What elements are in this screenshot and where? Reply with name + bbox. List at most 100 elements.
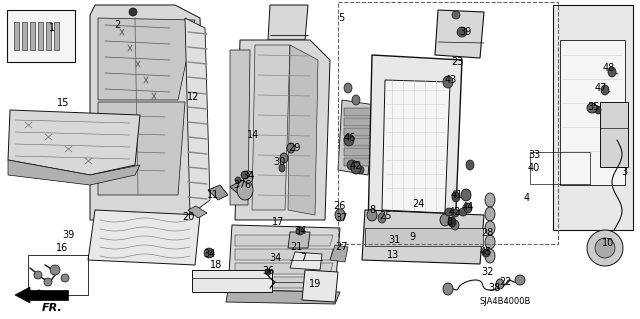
Text: 10: 10 [602,238,614,248]
Ellipse shape [367,209,377,221]
Bar [344,118,372,126]
Text: 39: 39 [459,27,471,37]
Ellipse shape [461,189,471,201]
Ellipse shape [296,227,304,235]
Polygon shape [8,110,140,175]
Text: FR.: FR. [42,303,62,313]
Text: 25: 25 [379,211,391,221]
Ellipse shape [587,230,623,266]
Text: 11: 11 [207,190,219,200]
Bar [365,228,483,246]
Ellipse shape [459,208,467,216]
Bar [30,22,35,50]
Bar [344,108,372,116]
Text: 47: 47 [595,83,607,93]
Ellipse shape [496,279,504,289]
Text: 16: 16 [56,243,68,253]
Text: 32: 32 [481,267,493,277]
Text: 48: 48 [603,63,615,73]
Text: 28: 28 [481,228,493,238]
Ellipse shape [352,95,360,105]
Bar [22,22,27,50]
Bar [14,22,19,50]
Ellipse shape [595,238,615,258]
Text: 6: 6 [244,180,250,190]
Ellipse shape [443,76,453,88]
Bar [344,158,372,166]
Text: 34: 34 [294,226,306,236]
Ellipse shape [485,221,495,235]
Text: 42: 42 [449,207,461,217]
Polygon shape [230,182,250,197]
Polygon shape [330,245,348,262]
Ellipse shape [485,193,495,207]
Text: 8: 8 [369,205,375,215]
Ellipse shape [587,103,597,113]
Text: 40: 40 [528,163,540,173]
Text: 17: 17 [272,217,284,227]
Text: 21: 21 [290,242,302,252]
Text: 14: 14 [247,130,259,140]
Polygon shape [228,225,340,292]
Polygon shape [25,290,68,300]
Text: 5: 5 [338,13,344,23]
Bar [46,22,51,50]
Ellipse shape [351,162,361,174]
Text: 34: 34 [203,249,215,259]
Polygon shape [235,263,333,274]
Ellipse shape [451,209,459,217]
Polygon shape [368,55,462,235]
Text: 26: 26 [333,201,345,211]
Bar [344,148,372,156]
Ellipse shape [237,180,253,200]
Text: 39: 39 [62,230,74,240]
Text: 45: 45 [480,247,492,257]
Text: SJA4B4000B: SJA4B4000B [479,296,531,306]
Text: 36: 36 [262,266,274,276]
Text: 42: 42 [350,161,362,171]
Polygon shape [235,277,333,288]
Ellipse shape [61,274,69,282]
Bar [38,22,43,50]
Ellipse shape [335,209,345,221]
Ellipse shape [448,217,456,227]
Polygon shape [235,235,333,246]
Ellipse shape [601,85,609,95]
Text: 24: 24 [412,199,424,209]
Text: 38: 38 [488,283,500,293]
Text: 31: 31 [388,235,400,245]
Ellipse shape [440,214,450,226]
Text: 4: 4 [524,193,530,203]
Ellipse shape [485,207,495,221]
Text: 29: 29 [288,143,300,153]
Polygon shape [15,287,30,303]
Polygon shape [290,252,322,270]
Text: 23: 23 [451,57,463,67]
Text: 27: 27 [336,242,348,252]
Text: 20: 20 [182,212,194,222]
Ellipse shape [445,208,453,216]
Polygon shape [382,80,450,213]
Text: 35: 35 [587,102,599,112]
Bar [192,270,272,292]
Ellipse shape [452,192,460,202]
Polygon shape [288,232,310,248]
Ellipse shape [452,11,460,19]
Polygon shape [338,100,375,175]
Ellipse shape [464,203,472,213]
Text: 41: 41 [451,190,463,200]
Ellipse shape [466,160,474,170]
Text: 9: 9 [409,232,415,242]
Ellipse shape [347,160,357,170]
Ellipse shape [280,153,288,163]
Polygon shape [302,270,338,302]
Ellipse shape [595,106,601,114]
Ellipse shape [129,8,137,16]
Bar [54,22,59,50]
Ellipse shape [482,249,490,257]
Text: 33: 33 [528,150,540,160]
Ellipse shape [344,134,354,146]
Text: 46: 46 [344,133,356,143]
Bar [7,10,75,62]
Polygon shape [435,10,484,58]
